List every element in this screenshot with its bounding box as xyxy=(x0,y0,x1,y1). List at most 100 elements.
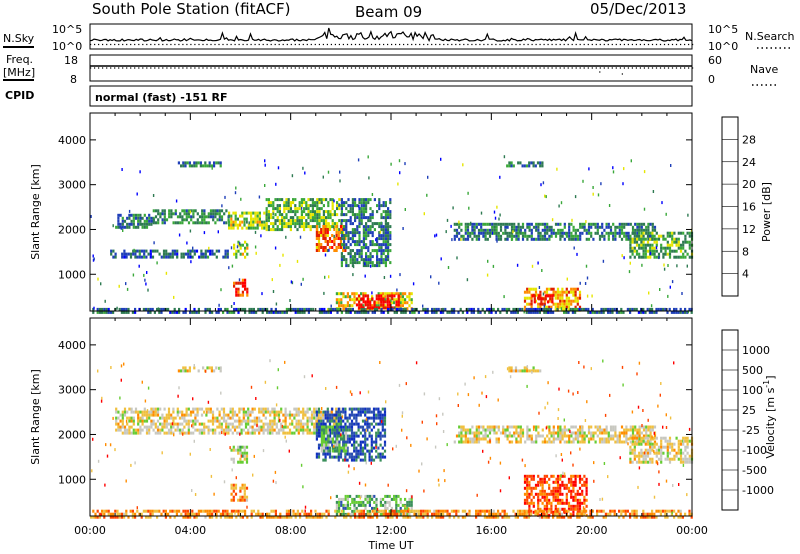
scatter-cell xyxy=(244,278,247,282)
scatter-cell xyxy=(335,455,338,459)
scatter-cell xyxy=(384,494,387,498)
scatter-cell xyxy=(325,198,328,202)
scatter-cell xyxy=(568,228,571,232)
scatter-cell xyxy=(322,198,325,202)
scatter-cell xyxy=(464,428,467,432)
scatter-cell xyxy=(365,201,368,205)
scatter-cell xyxy=(345,449,348,453)
scatter-cell xyxy=(482,428,485,432)
scatter-cell xyxy=(677,457,680,461)
scatter-cell xyxy=(651,310,654,314)
scatter-cell xyxy=(145,225,149,229)
scatter-cell xyxy=(548,507,551,511)
scatter-cell xyxy=(377,413,380,417)
scatter-cell xyxy=(237,509,240,513)
scatter-cell xyxy=(556,474,560,478)
scatter-cell xyxy=(655,310,658,314)
scatter-cell xyxy=(499,228,503,232)
scatter-cell xyxy=(602,307,605,311)
scatter-cell xyxy=(185,218,188,222)
scatter-cell xyxy=(277,416,281,420)
scatter-cell xyxy=(233,419,237,423)
scatter-cell xyxy=(251,431,254,435)
scatter-cell xyxy=(362,515,365,519)
scatter-cell xyxy=(359,458,362,462)
scatter-cell xyxy=(236,217,239,221)
scatter-cell xyxy=(284,425,287,429)
scatter-cell xyxy=(556,486,560,490)
scatter-cell xyxy=(354,512,357,516)
scatter-cell xyxy=(342,428,345,432)
scatter-cell xyxy=(159,431,162,435)
scatter-cell xyxy=(609,307,612,311)
scatter-cell xyxy=(192,246,194,250)
scatter-cell xyxy=(366,306,370,310)
scatter-cell xyxy=(510,225,514,229)
scatter-cell xyxy=(563,428,566,432)
scatter-cell xyxy=(181,221,184,225)
scatter-cell xyxy=(232,211,235,215)
scatter-cell xyxy=(337,407,340,411)
scatter-cell xyxy=(185,212,188,216)
scatter-cell xyxy=(270,310,273,314)
scatter-cell xyxy=(349,252,352,256)
scatter-cell xyxy=(338,298,341,302)
scatter-cell xyxy=(368,500,371,504)
scatter-cell xyxy=(498,217,500,221)
scatter-cell xyxy=(154,407,157,411)
scatter-cell xyxy=(237,281,240,285)
scatter-cell xyxy=(369,303,372,307)
scatter-cell xyxy=(469,234,472,238)
scatter-cell xyxy=(631,460,634,464)
scatter-cell xyxy=(510,228,514,232)
scatter-cell xyxy=(655,255,658,259)
scatter-cell xyxy=(285,204,288,208)
scatter-cell xyxy=(110,249,113,253)
scatter-cell xyxy=(320,216,323,220)
scatter-cell xyxy=(536,161,540,165)
scatter-cell xyxy=(267,219,270,223)
scatter-cell xyxy=(344,455,347,459)
scatter-cell xyxy=(528,228,531,232)
scatter-cell xyxy=(629,249,632,253)
scatter-cell xyxy=(364,407,367,411)
scatter-cell xyxy=(565,287,568,291)
scatter-cell xyxy=(631,237,634,241)
scatter-cell xyxy=(504,231,507,235)
scatter-cell xyxy=(204,252,207,256)
scatter-cell xyxy=(401,503,404,507)
scatter-cell xyxy=(230,509,233,513)
scatter-cell xyxy=(276,225,279,229)
scatter-cell xyxy=(329,310,332,314)
scatter-cell xyxy=(477,307,480,311)
scatter-cell xyxy=(171,310,174,314)
scatter-cell xyxy=(535,228,538,232)
scatter-cell xyxy=(163,218,166,222)
scatter-cell xyxy=(607,234,610,238)
scatter-cell xyxy=(331,428,334,432)
scatter-cell xyxy=(317,237,321,240)
scatter-cell xyxy=(180,255,183,259)
scatter-cell xyxy=(211,431,215,435)
scatter-cell xyxy=(287,222,290,226)
scatter-cell xyxy=(644,252,647,256)
scatter-cell xyxy=(506,164,509,168)
scatter-cell xyxy=(209,419,212,423)
scatter-cell xyxy=(651,249,654,253)
scatter-cell xyxy=(536,310,539,314)
scatter-cell xyxy=(462,163,464,167)
scatter-cell xyxy=(367,234,370,238)
scatter-cell xyxy=(546,231,549,235)
scatter-cell xyxy=(517,231,520,235)
scatter-cell xyxy=(214,428,217,432)
scatter-cell xyxy=(389,307,392,311)
scatter-cell xyxy=(480,431,483,435)
scatter-cell xyxy=(640,255,643,259)
scatter-cell xyxy=(563,431,566,435)
scatter-cell xyxy=(651,425,654,429)
scatter-cell xyxy=(552,434,555,438)
scatter-cell xyxy=(647,228,650,232)
scatter-cell xyxy=(620,425,624,429)
scatter-cell xyxy=(559,428,562,432)
scatter-cell xyxy=(528,234,531,238)
